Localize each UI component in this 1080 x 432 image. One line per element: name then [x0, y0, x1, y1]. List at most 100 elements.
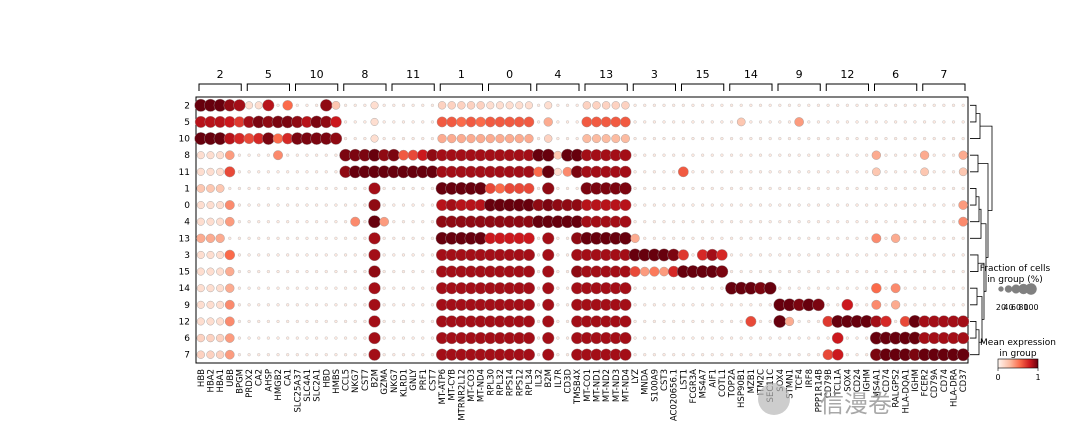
dots — [194, 98, 970, 362]
dot — [691, 253, 695, 257]
dot — [894, 220, 898, 224]
dot — [233, 132, 246, 145]
dot — [196, 350, 205, 359]
dot — [343, 120, 348, 124]
gene-label-CA2: CA2 — [255, 369, 265, 386]
dot — [961, 236, 965, 240]
dot — [430, 336, 435, 340]
gene-label-COTL1: COTL1 — [718, 369, 728, 397]
dot — [295, 103, 299, 107]
dot — [456, 116, 467, 128]
dot — [266, 286, 270, 290]
dot — [865, 353, 869, 357]
dot — [522, 331, 535, 345]
dot — [343, 203, 348, 207]
dot — [691, 336, 695, 340]
dot — [932, 286, 936, 290]
dendrogram-branch — [980, 125, 993, 211]
dot — [681, 186, 685, 191]
dot — [890, 283, 901, 294]
gene-label-MS4A7: MS4A7 — [699, 369, 709, 398]
dot — [884, 220, 888, 224]
dot — [542, 182, 555, 195]
bracket-14 — [729, 83, 773, 91]
dot — [421, 336, 425, 340]
dot — [816, 353, 821, 357]
dot — [196, 233, 206, 243]
dot — [324, 186, 328, 191]
dot — [681, 136, 685, 141]
dot — [633, 103, 637, 107]
dot — [237, 286, 242, 290]
dot — [228, 186, 232, 191]
dot — [363, 203, 367, 207]
dot — [315, 253, 319, 257]
dot — [363, 319, 367, 324]
dot — [710, 220, 714, 224]
dot — [845, 336, 849, 340]
dot — [343, 303, 348, 307]
dot — [305, 269, 309, 274]
dot — [247, 170, 251, 174]
dot — [662, 170, 666, 174]
dot — [522, 348, 535, 361]
dot — [797, 336, 801, 340]
dot — [739, 136, 743, 141]
dot — [315, 170, 319, 174]
dot — [343, 186, 348, 191]
dot — [797, 103, 801, 107]
dot — [816, 186, 821, 191]
dot — [768, 236, 772, 240]
dot — [652, 186, 656, 191]
dot — [619, 149, 632, 162]
dot — [749, 120, 753, 124]
dot — [382, 136, 386, 141]
dot — [430, 269, 435, 274]
gene-label-FCER2: FCER2 — [921, 369, 931, 397]
dot — [720, 103, 724, 107]
dot — [816, 336, 821, 340]
dot — [324, 220, 328, 224]
dot — [619, 348, 632, 361]
dot — [836, 303, 840, 307]
gene-label-RALGPS2: RALGPS2 — [892, 369, 902, 408]
dot — [581, 116, 593, 128]
dot — [836, 170, 840, 174]
dot — [619, 215, 632, 228]
dot — [922, 136, 927, 141]
dendrogram — [970, 104, 993, 356]
dot — [913, 170, 917, 174]
dot — [807, 153, 811, 157]
dot — [758, 103, 763, 107]
bracket-8 — [343, 83, 387, 91]
dot — [601, 134, 611, 144]
dot — [392, 236, 396, 240]
dot — [871, 299, 882, 310]
dot — [745, 315, 757, 327]
dot — [701, 170, 705, 174]
dot — [247, 153, 251, 157]
dot — [331, 100, 341, 110]
dot — [749, 269, 753, 274]
dot — [257, 353, 261, 357]
dot — [476, 101, 485, 110]
size-legend-tick: 40 — [1003, 303, 1013, 312]
dot — [315, 319, 319, 324]
dot — [816, 120, 821, 124]
dot — [894, 170, 898, 174]
dot — [894, 103, 898, 107]
dot — [903, 253, 907, 257]
dot — [643, 120, 647, 124]
dot — [836, 286, 840, 290]
dot — [295, 170, 299, 174]
dot — [816, 103, 821, 107]
dot — [247, 303, 251, 307]
dot — [672, 319, 676, 324]
dot — [865, 303, 869, 307]
dot — [681, 103, 685, 107]
dot — [643, 303, 647, 307]
dot — [276, 170, 280, 174]
group-label-13: 13 — [599, 68, 613, 81]
dot — [216, 300, 225, 309]
dot — [758, 336, 763, 340]
